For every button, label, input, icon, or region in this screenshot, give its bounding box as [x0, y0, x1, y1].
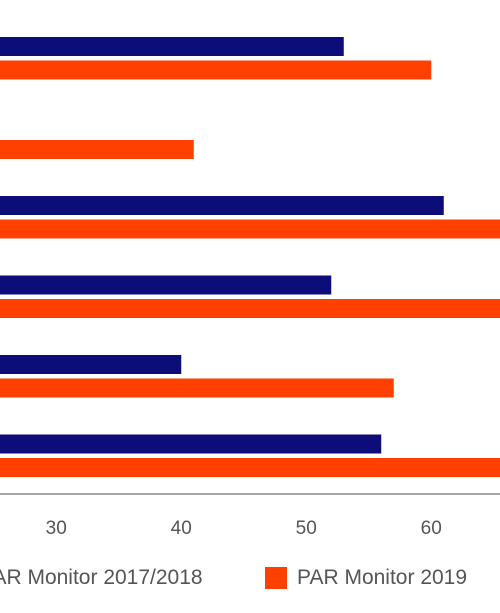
bar-series-2-category-5[interactable]: [0, 378, 394, 398]
bar-series-2-category-4[interactable]: [0, 299, 500, 318]
bar-series-2-category-1[interactable]: [0, 60, 432, 80]
bar-series-1-category-1[interactable]: [0, 37, 344, 56]
bar-series-1-category-3[interactable]: [0, 196, 444, 215]
legend-label-series-2: PAR Monitor 2019: [297, 566, 468, 589]
x-tick-label-40: 40: [171, 518, 192, 539]
bar-series-1-category-4[interactable]: [0, 275, 332, 295]
legend-swatch-series-2: [265, 567, 287, 589]
legend-item-series-1[interactable]: PAR Monitor 2017/2018: [0, 566, 203, 590]
bar-series-2-category-2[interactable]: [0, 140, 194, 159]
bar-chart: 30 40 50 60: [0, 37, 500, 539]
bar-series-2-category-6[interactable]: [0, 458, 500, 477]
bar-series-2-category-3[interactable]: [0, 219, 500, 239]
x-tick-label-50: 50: [296, 518, 317, 539]
bars-group: [0, 37, 500, 477]
legend-item-series-2[interactable]: PAR Monitor 2019: [265, 566, 467, 590]
bar-series-1-category-5[interactable]: [0, 355, 182, 374]
legend: PAR Monitor 2017/2018 PAR Monitor 2019: [0, 566, 500, 602]
legend-label-series-1: PAR Monitor 2017/2018: [0, 566, 203, 589]
x-tick-label-60: 60: [421, 518, 442, 539]
x-axis-ticks: 30 40 50 60: [46, 518, 442, 539]
x-tick-label-30: 30: [46, 518, 67, 539]
bar-series-1-category-6[interactable]: [0, 434, 382, 454]
